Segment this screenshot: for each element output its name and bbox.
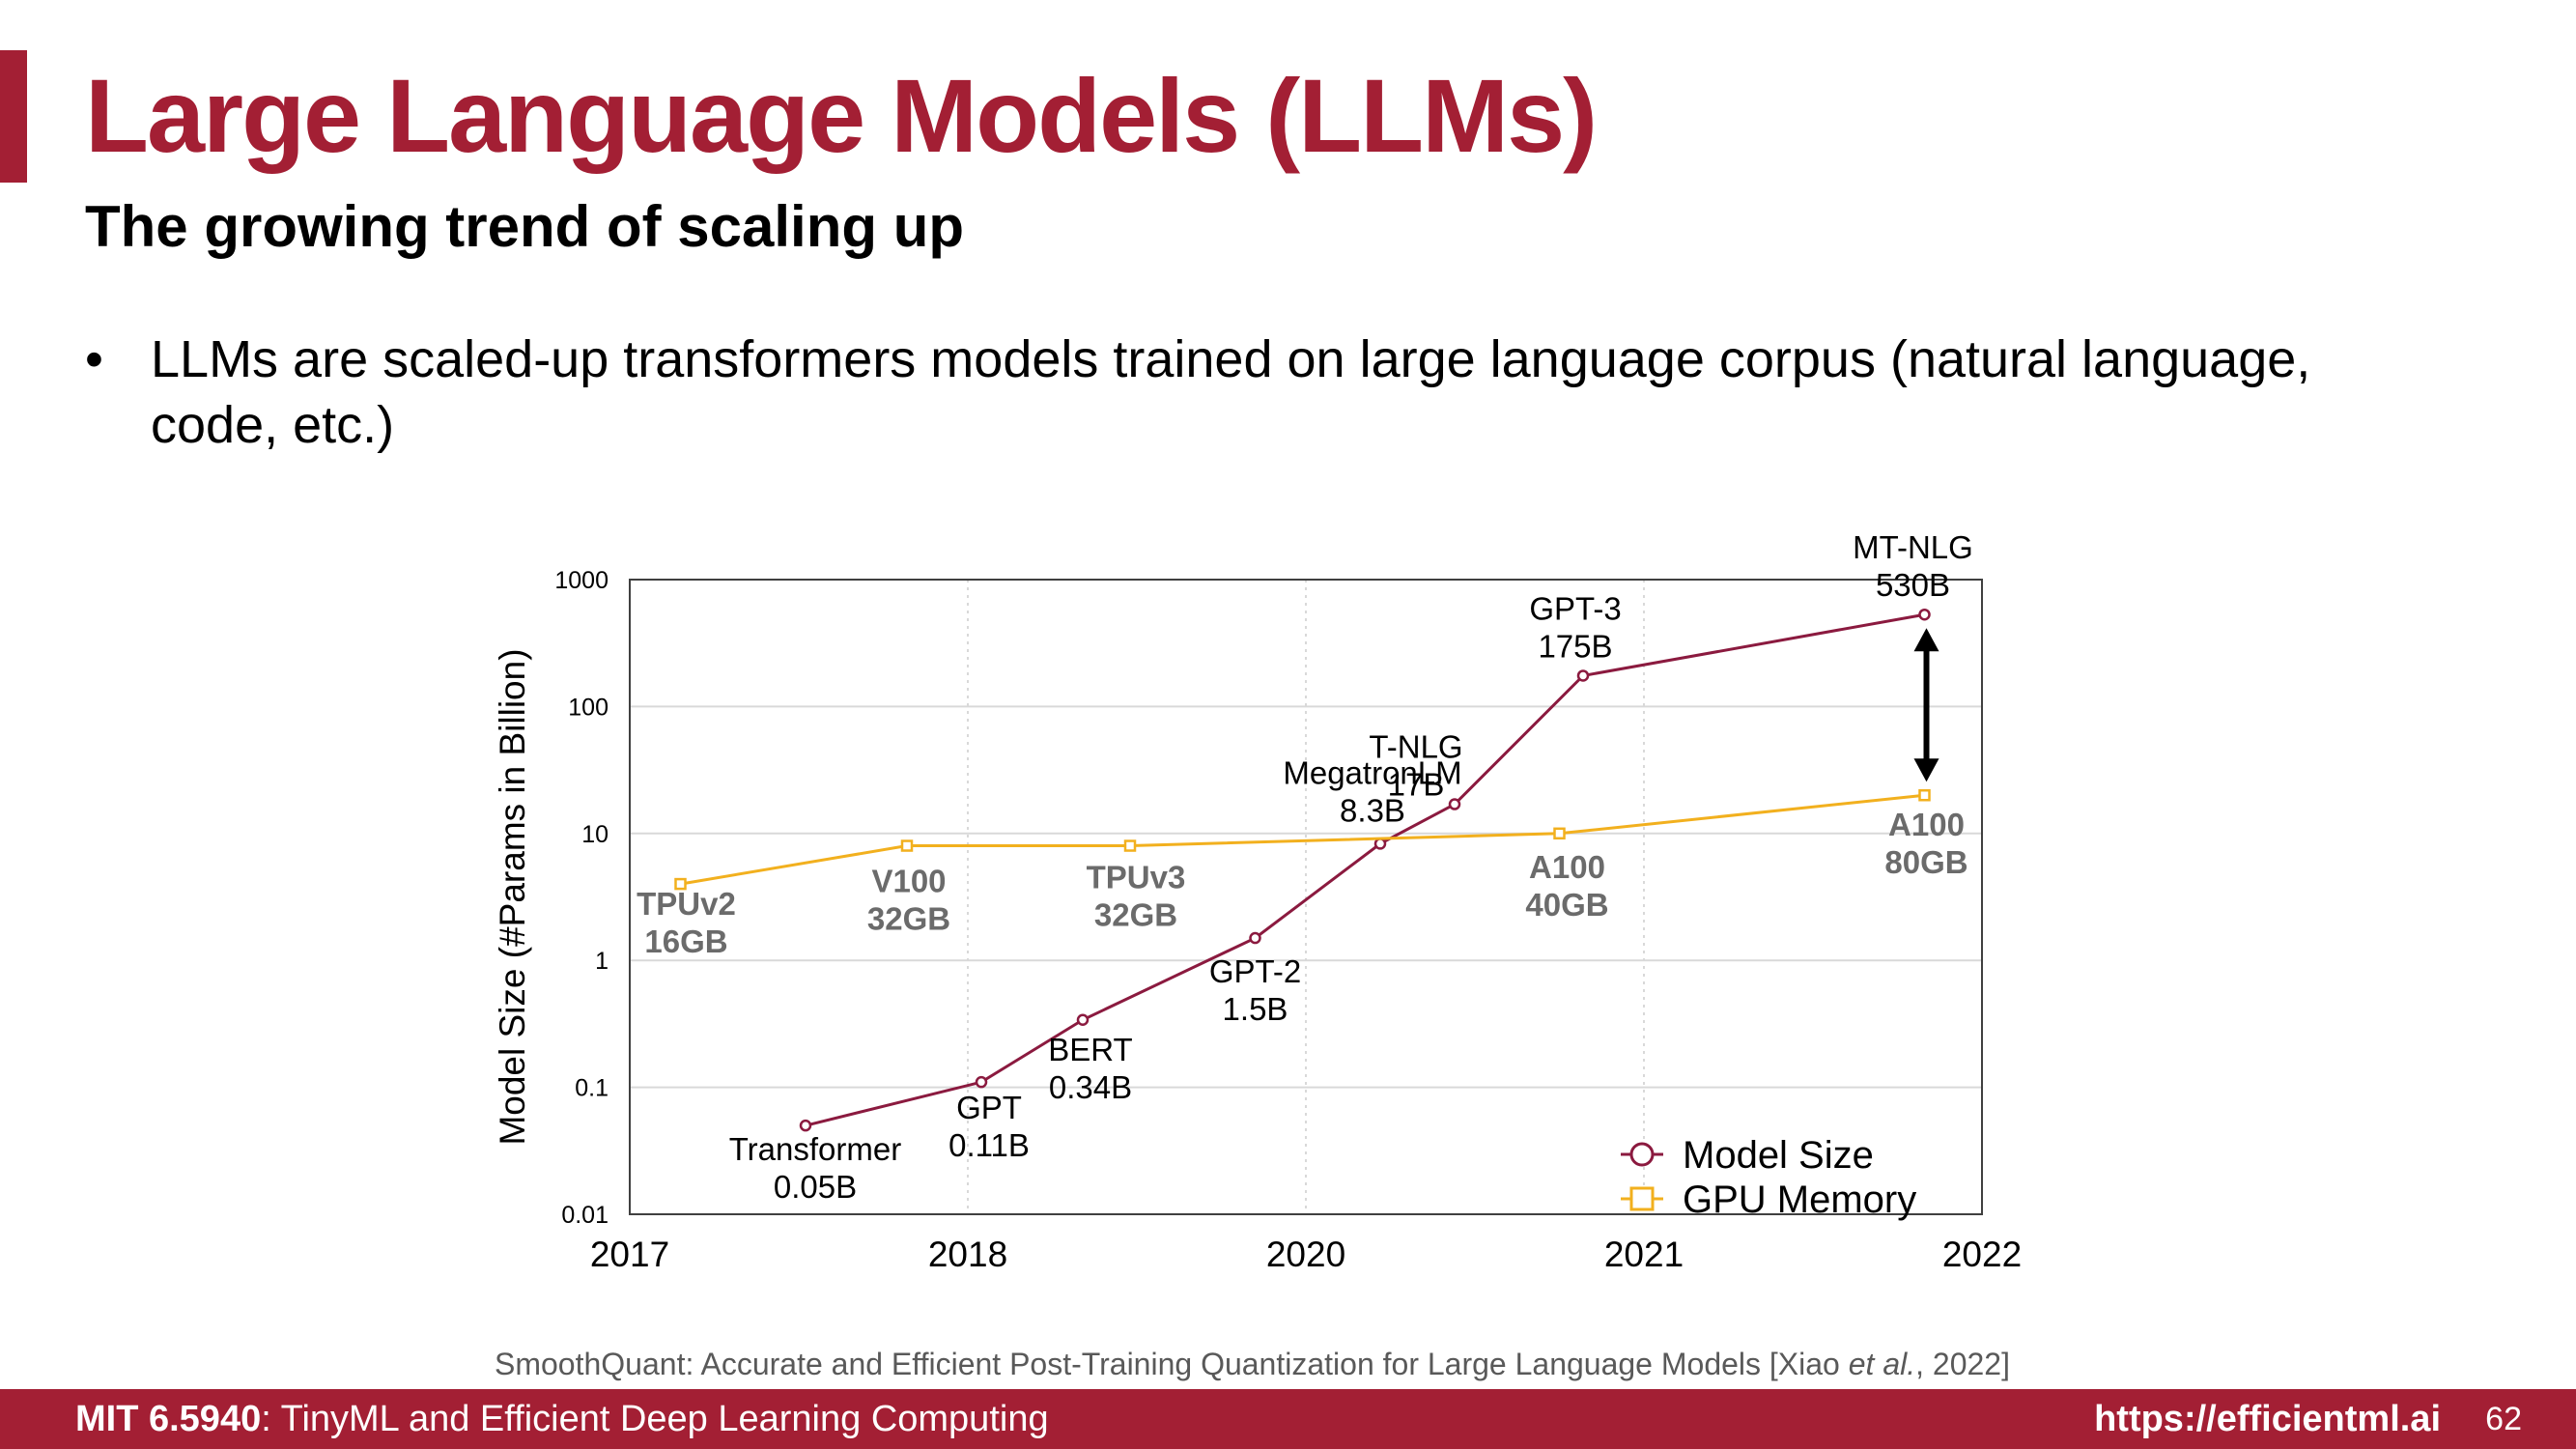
model-size-data-label: 530B	[1876, 567, 1950, 603]
x-tick-label: 2020	[1266, 1235, 1345, 1274]
y-tick-label: 1000	[554, 567, 609, 594]
y-tick-label: 100	[568, 694, 609, 721]
y-tick-label: 1	[595, 948, 609, 975]
gpu-memory-data-label: A100	[1529, 849, 1605, 885]
gpu-memory-data-label: A100	[1888, 807, 1965, 842]
gpu-memory-point	[900, 839, 914, 852]
bullet-item: • LLMs are scaled-up transformers models…	[85, 327, 2422, 458]
x-tick-label: 2022	[1942, 1235, 2022, 1274]
model-size-data-label: BERT	[1048, 1032, 1132, 1067]
plot-frame	[629, 579, 1983, 1215]
model-size-data-label: 0.34B	[1049, 1069, 1132, 1105]
legend-label: GPU Memory	[1683, 1179, 1916, 1221]
y-axis-label: Model Size (#Params in Billion)	[493, 648, 532, 1145]
model-size-data-label: GPT-3	[1529, 590, 1621, 626]
gpu-memory-point	[1918, 788, 1931, 802]
citation-italic: et al.	[1848, 1347, 1916, 1381]
model-size-line	[805, 612, 1925, 1127]
model-size-data-label: GPT-2	[1209, 953, 1301, 989]
y-tick-label: 10	[581, 821, 609, 848]
citation-suffix: , 2022]	[1915, 1347, 2010, 1381]
gpu-memory-data-label: TPUv2	[637, 886, 736, 922]
gpu-memory-data-label: 40GB	[1525, 887, 1608, 923]
course-name: : TinyML and Efficient Deep Learning Com…	[261, 1399, 1049, 1439]
bullet-list: • LLMs are scaled-up transformers models…	[85, 327, 2422, 458]
model-size-data-label: 1.5B	[1223, 991, 1288, 1027]
gpu-memory-data-label: 32GB	[1094, 897, 1177, 933]
citation: SmoothQuant: Accurate and Efficient Post…	[495, 1347, 2010, 1382]
model-size-data-label: 0.05B	[774, 1169, 857, 1205]
course-code: MIT 6.5940	[75, 1399, 262, 1439]
model-size-point	[1918, 608, 1931, 621]
gpu-memory-line	[680, 793, 1925, 886]
model-size-point	[1576, 669, 1590, 682]
x-tick-label: 2018	[928, 1235, 1007, 1274]
model-size-point	[975, 1075, 988, 1089]
model-size-data-label: MT-NLG	[1853, 529, 1973, 565]
gpu-memory-data-label: V100	[871, 864, 946, 899]
gap-arrow-head-down	[1913, 758, 1939, 782]
model-size-data-label: MegatronLM	[1283, 754, 1461, 790]
x-tick-label: 2017	[590, 1235, 669, 1274]
gap-arrow-head-up	[1913, 628, 1939, 652]
model-size-data-label: 175B	[1538, 628, 1612, 664]
legend-circle-icon	[1629, 1142, 1655, 1167]
model-size-data-label: 17B	[1388, 767, 1445, 803]
gpu-memory-point	[1123, 839, 1137, 852]
x-tick-label: 2021	[1604, 1235, 1684, 1274]
model-size-point	[1373, 838, 1387, 850]
model-size-data-label: 0.11B	[948, 1127, 1030, 1163]
gpu-memory-point	[1553, 827, 1566, 840]
model-size-data-label: 8.3B	[1340, 792, 1405, 828]
model-size-point	[1249, 931, 1261, 945]
slide-title: Large Language Models (LLMs)	[85, 57, 1598, 174]
legend-label: Model Size	[1683, 1134, 1874, 1177]
gpu-memory-data-label: 32GB	[867, 901, 950, 937]
y-tick-label: 0.01	[561, 1202, 609, 1229]
gpu-memory-data-label: TPUv3	[1087, 860, 1186, 895]
gpu-memory-point	[674, 877, 687, 891]
model-size-data-label: T-NLG	[1369, 729, 1462, 765]
model-size-data-label: Transformer	[729, 1131, 901, 1167]
citation-prefix: SmoothQuant: Accurate and Efficient Post…	[495, 1347, 1849, 1381]
model-size-chart: 0.01 0.1 1 10 100 1000 2017 2018 2020 2021 2022 Mod…	[493, 529, 2022, 1274]
model-size-point	[1076, 1013, 1090, 1027]
bullet-text: LLMs are scaled-up transformers models t…	[151, 330, 2311, 454]
gpu-memory-data-label: 80GB	[1884, 844, 1967, 880]
model-size-point	[1448, 798, 1461, 810]
slide-subtitle: The growing trend of scaling up	[85, 194, 964, 259]
bullet-dot-icon: •	[85, 330, 103, 388]
legend-square-icon	[1629, 1186, 1655, 1211]
title-accent-bar	[0, 50, 27, 183]
gpu-memory-data-label: 16GB	[644, 923, 727, 959]
y-tick-label: 0.1	[575, 1075, 609, 1102]
model-size-point	[799, 1119, 812, 1132]
model-size-data-label: GPT	[956, 1090, 1022, 1125]
footer-bar: MIT 6.5940: TinyML and Efficient Deep Le…	[0, 1389, 2576, 1449]
page-number: 62	[2485, 1401, 2522, 1437]
footer-course: MIT 6.5940: TinyML and Efficient Deep Le…	[75, 1399, 1049, 1440]
footer-url: https://efficientml.ai	[2094, 1399, 2441, 1439]
